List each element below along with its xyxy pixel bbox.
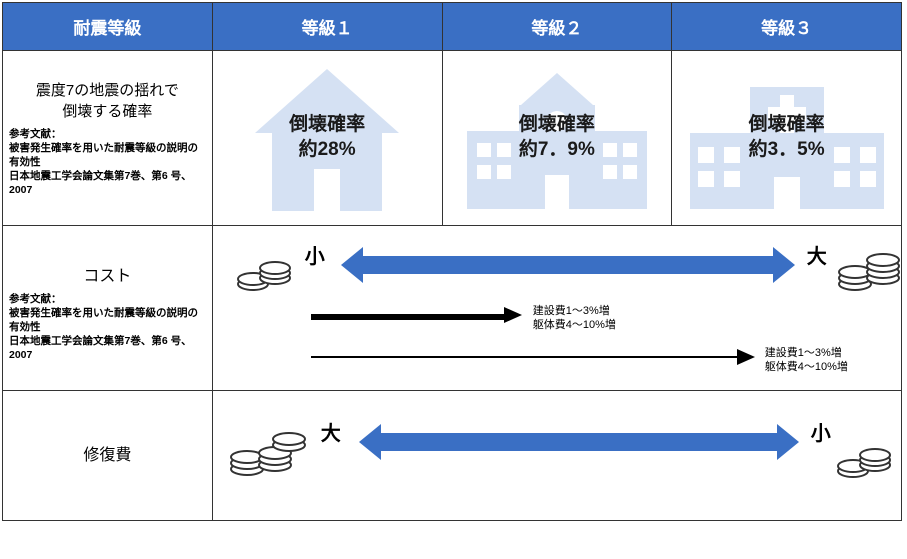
- cost-note-g2: 建設費1～3%増 躯体費4～10%増: [533, 304, 616, 333]
- row-repair: 修復費 大 小: [3, 391, 902, 521]
- coins-small-right-icon: [837, 441, 893, 479]
- arrow-to-g2: [311, 314, 506, 320]
- repair-large-label: 大: [321, 417, 341, 446]
- header-g2: 等級２: [442, 3, 672, 51]
- cost-large-label: 大: [807, 240, 827, 269]
- label-repair: 修復費: [3, 391, 213, 521]
- coins-small-icon: [237, 254, 293, 292]
- row-collapse-probability: 震度7の地震の揺れで 倒壊する確率 参考文献： 被害発生確率を用いた耐震等級の説…: [3, 51, 902, 226]
- label-collapse-prob: 震度7の地震の揺れで 倒壊する確率 参考文献： 被害発生確率を用いた耐震等級の説…: [3, 51, 213, 226]
- g1-prob-text: 倒壊確率約28%: [289, 113, 365, 162]
- repair-small-label: 小: [811, 417, 831, 446]
- cost-note-g3: 建設費1～3%増 躯体費4～10%増: [765, 346, 848, 375]
- cost-small-label: 小: [305, 240, 325, 269]
- cell-g2-prob: 倒壊確率約7．9%: [442, 51, 672, 226]
- prob-title: 震度7の地震の揺れで 倒壊する確率: [3, 79, 212, 121]
- header-grade: 耐震等級: [3, 3, 213, 51]
- seismic-grade-table: 耐震等級 等級１ 等級２ 等級３ 震度7の地震の揺れで 倒壊する確率 参考文献：…: [2, 2, 902, 521]
- row-cost: コスト 参考文献： 被害発生確率を用いた耐震等級の説明の有効性 日本地震工学会論…: [3, 226, 902, 391]
- cost-diagram: 小 大 建設費1～3%増 躯体費4～10%増 建設費1～3%増 躯体費4～10%…: [212, 226, 901, 391]
- arrow-to-g3: [311, 356, 739, 358]
- coins-large-icon: [837, 244, 903, 292]
- g2-prob-text: 倒壊確率約7．9%: [519, 113, 595, 162]
- cost-reference: 参考文献： 被害発生確率を用いた耐震等級の説明の有効性 日本地震工学会論文集第7…: [3, 292, 212, 363]
- prob-reference: 参考文献： 被害発生確率を用いた耐震等級の説明の有効性 日本地震工学会論文集第7…: [3, 127, 212, 198]
- coins-large-left-icon: [227, 425, 307, 479]
- header-g3: 等級３: [672, 3, 902, 51]
- repair-diagram: 大 小: [212, 391, 901, 521]
- cell-g1-prob: 倒壊確率約28%: [212, 51, 442, 226]
- cost-arrow: [363, 256, 773, 274]
- repair-title: 修復費: [3, 441, 212, 465]
- cell-g3-prob: 倒壊確率約3．5%: [672, 51, 902, 226]
- header-row: 耐震等級 等級１ 等級２ 等級３: [3, 3, 902, 51]
- cost-title: コスト: [3, 262, 212, 286]
- header-g1: 等級１: [212, 3, 442, 51]
- repair-arrow: [381, 433, 777, 451]
- label-cost: コスト 参考文献： 被害発生確率を用いた耐震等級の説明の有効性 日本地震工学会論…: [3, 226, 213, 391]
- g3-prob-text: 倒壊確率約3．5%: [749, 113, 825, 162]
